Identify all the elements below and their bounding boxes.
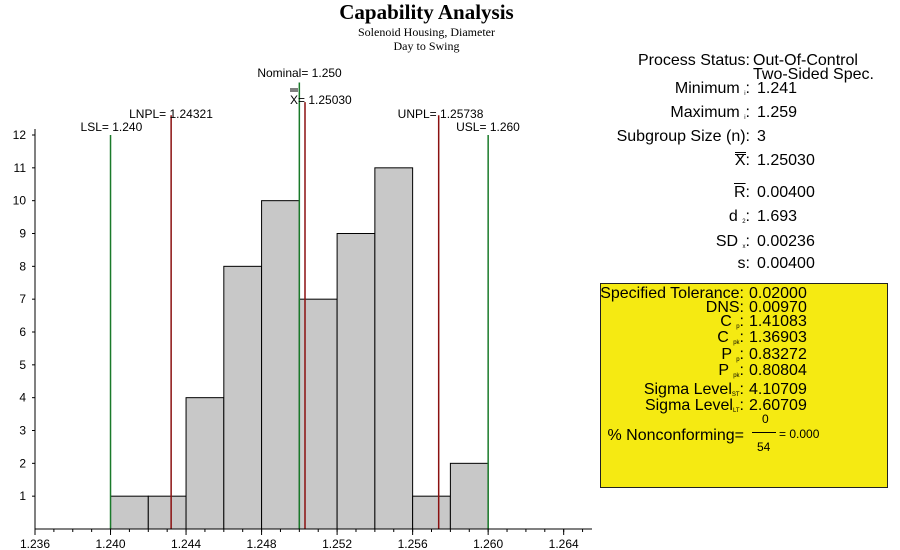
y-tick-label: 7 — [19, 292, 26, 306]
x-tick-label: 1.240 — [96, 537, 126, 550]
average-range-value: 0.00400 — [757, 184, 815, 201]
d2-label: d 2: — [728, 208, 750, 225]
grand-mean-value: 1.25030 — [757, 152, 815, 169]
y-tick-label: 5 — [19, 358, 26, 372]
s-label: s: — [737, 255, 750, 272]
process-status-value: Out-Of-Control — [753, 52, 858, 69]
histogram-bar-10 — [449, 462, 489, 530]
chart-subtitle-process: Day to Swing — [393, 39, 460, 53]
minimum-label: Minimum i: — [674, 80, 750, 97]
x-tick-label: 1.252 — [322, 537, 352, 550]
cp-label: C p: — [720, 313, 744, 330]
cpk-value: 1.36903 — [749, 329, 807, 346]
ppk-label: P pk: — [718, 362, 744, 379]
pp-value: 0.83272 — [749, 346, 807, 363]
sigma-level-lt-value: 2.60709 — [749, 397, 807, 414]
y-tick-label: 3 — [19, 424, 26, 438]
histogram-bar-4 — [223, 265, 263, 530]
x-tick-label: 1.244 — [171, 537, 201, 550]
histogram-bar-5 — [261, 200, 300, 530]
y-tick-label: 1 — [19, 489, 26, 503]
sd-label: SD x: — [715, 233, 750, 250]
sigma-level-st-value: 4.10709 — [749, 381, 807, 398]
cp-value: 1.41083 — [749, 313, 807, 330]
s-value: 0.00400 — [757, 255, 815, 272]
capability-box: Specified Tolerance: 0.02000 DNS: 0.0097… — [600, 283, 888, 488]
lnpl-label: LNPL= 1.24321 — [129, 107, 213, 121]
dns-label: DNS: — [705, 299, 744, 316]
histogram-bar-3 — [185, 397, 225, 530]
y-tick-label: 2 — [19, 456, 26, 470]
nonconforming-numerator: 0 — [762, 412, 769, 426]
nonconforming-label: % Nonconforming= — [607, 427, 744, 444]
y-tick-label: 10 — [13, 194, 27, 208]
tolerance-label: Specified Tolerance: — [600, 285, 744, 302]
y-tick-label: 8 — [19, 259, 26, 273]
y-tick-label: 4 — [19, 391, 26, 405]
grand-mean-label: X: — [734, 152, 750, 169]
sigma-level-st-label: Sigma LevelST: — [643, 381, 744, 398]
pp-label: P p: — [721, 346, 744, 363]
nominal-label: Nominal= 1.250 — [257, 66, 342, 80]
x-tick-label: 1.236 — [20, 537, 50, 550]
unpl-label: UNPL= 1.25738 — [398, 107, 484, 121]
spec-type-value: Two-Sided Spec. — [753, 66, 874, 83]
histogram-bar-7 — [336, 233, 376, 530]
y-tick-label: 12 — [13, 128, 27, 142]
lsl-label: LSL= 1.240 — [81, 120, 143, 134]
tolerance-value: 0.02000 — [749, 285, 807, 302]
subgroup-size-label: Subgroup Size (n): — [616, 128, 750, 145]
chart-subtitle-part: Solenoid Housing, Diameter — [358, 25, 495, 39]
histogram-bar-1 — [110, 495, 149, 530]
histogram-bar-2 — [147, 495, 187, 530]
x-tick-label: 1.248 — [247, 537, 277, 550]
histogram-bar-8 — [374, 167, 414, 530]
y-tick-label: 6 — [19, 325, 26, 339]
ppk-value: 0.80804 — [749, 362, 807, 379]
y-tick-label: 11 — [14, 161, 27, 175]
sd-value: 0.00236 — [757, 233, 815, 250]
sigma-level-lt-label: Sigma LevelLT: — [644, 397, 744, 414]
xbar-label: X= 1.25030 — [290, 93, 352, 107]
maximum-label: Maximum i: — [670, 104, 750, 121]
dns-value: 0.00970 — [749, 299, 807, 316]
x-tick-label: 1.256 — [398, 537, 428, 550]
nonconforming-denominator: 54 — [757, 440, 771, 454]
x-tick-label: 1.260 — [473, 537, 503, 550]
d2-value: 1.693 — [757, 208, 798, 225]
subgroup-size-value: 3 — [757, 128, 766, 145]
histogram-chart: 1.236 1.240 1.244 1.248 1.252 1.256 1.260 1.264… — [13, 66, 592, 550]
histogram-bar-9 — [412, 495, 451, 530]
cpk-label: C pk: — [717, 329, 744, 346]
maximum-value: 1.259 — [757, 104, 798, 121]
average-range-label: R: — [733, 184, 750, 201]
usl-label: USL= 1.260 — [456, 120, 520, 134]
nonconforming-result: = 0.000 — [779, 427, 820, 441]
minimum-value: 1.241 — [757, 80, 798, 97]
fraction-bar — [752, 432, 776, 433]
process-status-label: Process Status: — [637, 52, 750, 69]
chart-title: Capability Analysis — [339, 0, 514, 24]
y-tick-label: 9 — [19, 227, 26, 241]
x-tick-label: 1.264 — [549, 537, 579, 550]
